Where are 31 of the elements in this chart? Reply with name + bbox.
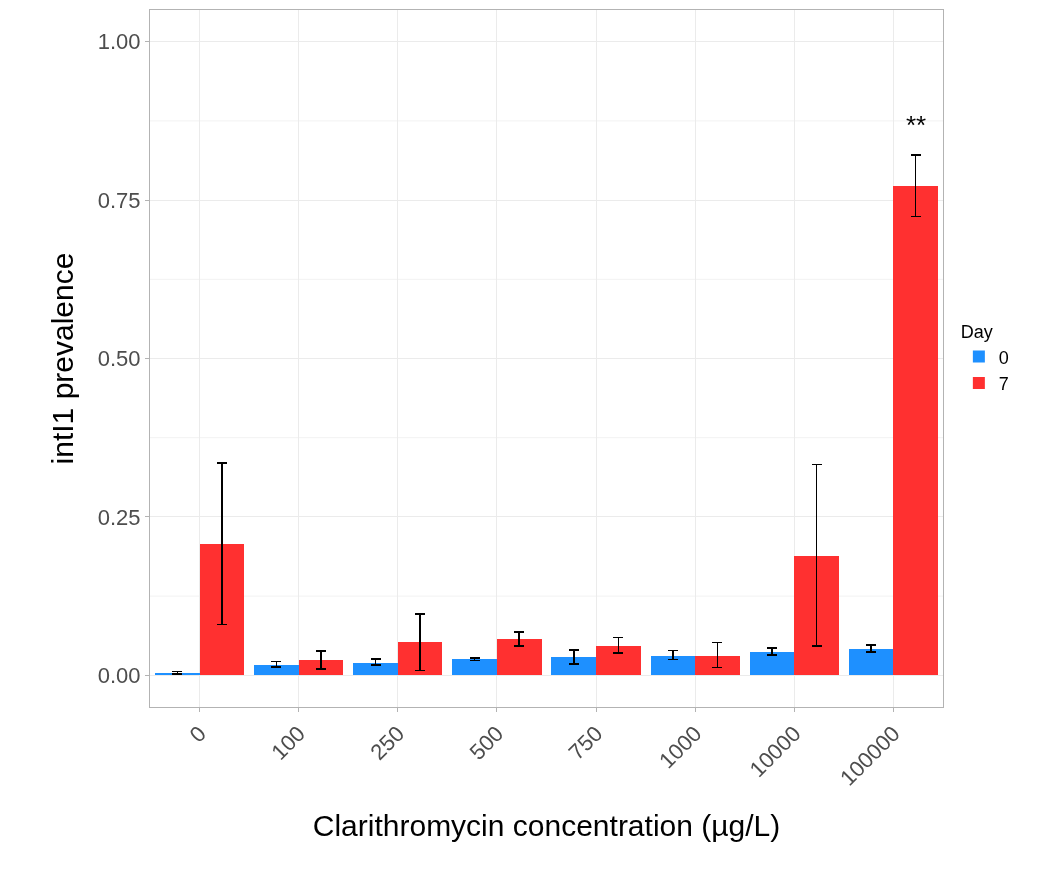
x-tick-label: 500 xyxy=(464,721,509,765)
x-tick-label: 250 xyxy=(365,721,410,765)
x-axis-title: Clarithromycin concentration (µg/L) xyxy=(312,809,781,843)
y-tick-label: 0.50 xyxy=(97,346,141,372)
bar xyxy=(551,657,596,675)
x-tick-label: 100 xyxy=(266,721,310,765)
bar xyxy=(497,639,542,675)
bar xyxy=(794,556,839,675)
legend-label: 7 xyxy=(998,374,1009,395)
y-tick-label: 0.00 xyxy=(97,663,141,689)
bar xyxy=(299,660,343,675)
y-tick-label: 0.25 xyxy=(97,504,141,530)
bar xyxy=(200,544,244,675)
legend-label: 0 xyxy=(998,347,1009,368)
annotation: ** xyxy=(906,110,927,140)
bar xyxy=(254,665,299,675)
bar xyxy=(596,646,641,675)
bar xyxy=(353,663,398,675)
bar xyxy=(651,656,695,675)
x-tick-label: 0 xyxy=(184,721,211,748)
y-tick-label: 0.75 xyxy=(97,187,141,213)
y-tick-label: 1.00 xyxy=(97,29,141,55)
bar xyxy=(893,186,938,675)
bar xyxy=(849,649,893,675)
bar xyxy=(695,656,740,675)
bar xyxy=(750,652,794,675)
legend-title: Day xyxy=(960,322,993,343)
bar xyxy=(452,659,497,675)
x-tick-label: 750 xyxy=(563,721,608,765)
y-axis-title: intI1 prevalence xyxy=(45,252,79,465)
bar xyxy=(398,642,442,675)
